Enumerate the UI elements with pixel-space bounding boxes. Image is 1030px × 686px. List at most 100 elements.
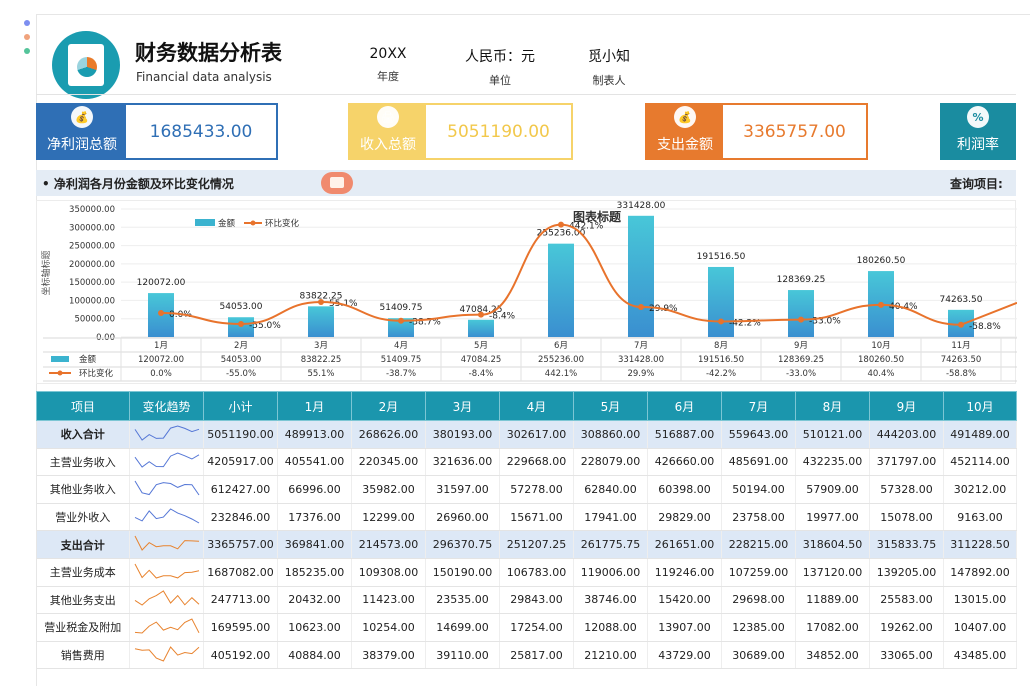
column-header[interactable]: 4月 (499, 391, 574, 421)
month-cell[interactable]: 23758.00 (721, 503, 796, 532)
month-cell[interactable]: 38746.00 (573, 586, 648, 615)
column-header[interactable]: 3月 (425, 391, 500, 421)
month-cell[interactable]: 485691.00 (721, 448, 796, 477)
month-cell[interactable]: 57909.00 (795, 475, 870, 504)
month-cell[interactable]: 20432.00 (277, 586, 352, 615)
month-cell[interactable]: 315833.75 (869, 530, 944, 559)
month-cell[interactable]: 444203.00 (869, 420, 944, 449)
month-cell[interactable]: 57278.00 (499, 475, 574, 504)
subtotal-cell[interactable]: 232846.00 (203, 503, 278, 532)
month-cell[interactable]: 12088.00 (573, 613, 648, 642)
month-cell[interactable]: 405541.00 (277, 448, 352, 477)
month-cell[interactable]: 62840.00 (573, 475, 648, 504)
query-label[interactable]: 查询项目: (950, 177, 1003, 191)
month-cell[interactable]: 139205.00 (869, 558, 944, 587)
column-header[interactable]: 2月 (351, 391, 426, 421)
row-label[interactable]: 支出合计 (36, 530, 130, 559)
month-cell[interactable]: 261775.75 (573, 530, 648, 559)
month-cell[interactable]: 302617.00 (499, 420, 574, 449)
subtotal-cell[interactable]: 1687082.00 (203, 558, 278, 587)
month-cell[interactable]: 251207.25 (499, 530, 574, 559)
month-cell[interactable]: 13907.00 (647, 613, 722, 642)
month-cell[interactable]: 29829.00 (647, 503, 722, 532)
row-label[interactable]: 主营业务成本 (36, 558, 130, 587)
month-cell[interactable]: 296370.75 (425, 530, 500, 559)
month-cell[interactable]: 38379.00 (351, 641, 426, 670)
month-cell[interactable]: 119246.00 (647, 558, 722, 587)
month-cell[interactable]: 109308.00 (351, 558, 426, 587)
month-cell[interactable]: 57328.00 (869, 475, 944, 504)
subtotal-cell[interactable]: 612427.00 (203, 475, 278, 504)
month-cell[interactable]: 10254.00 (351, 613, 426, 642)
column-header[interactable]: 7月 (721, 391, 796, 421)
month-cell[interactable]: 60398.00 (647, 475, 722, 504)
month-cell[interactable]: 369841.00 (277, 530, 352, 559)
month-cell[interactable]: 15078.00 (869, 503, 944, 532)
month-cell[interactable]: 185235.00 (277, 558, 352, 587)
meta-author-value[interactable]: 觅小知 (588, 49, 630, 65)
column-header[interactable]: 10月 (943, 391, 1017, 421)
month-cell[interactable]: 107259.00 (721, 558, 796, 587)
month-cell[interactable]: 35982.00 (351, 475, 426, 504)
subtotal-cell[interactable]: 405192.00 (203, 641, 278, 670)
month-cell[interactable]: 489913.00 (277, 420, 352, 449)
month-cell[interactable]: 321636.00 (425, 448, 500, 477)
meta-year-value[interactable]: 20XX (369, 46, 407, 62)
month-cell[interactable]: 426660.00 (647, 448, 722, 477)
month-cell[interactable]: 43729.00 (647, 641, 722, 670)
month-cell[interactable]: 40884.00 (277, 641, 352, 670)
row-label[interactable]: 销售费用 (36, 641, 130, 670)
month-cell[interactable]: 12299.00 (351, 503, 426, 532)
column-header[interactable]: 5月 (573, 391, 648, 421)
column-header[interactable]: 1月 (277, 391, 352, 421)
month-cell[interactable]: 21210.00 (573, 641, 648, 670)
column-header[interactable]: 项目 (36, 391, 130, 421)
month-cell[interactable]: 106783.00 (499, 558, 574, 587)
month-cell[interactable]: 13015.00 (943, 586, 1017, 615)
month-cell[interactable]: 26960.00 (425, 503, 500, 532)
meta-currency-value[interactable]: 人民币：元 (465, 49, 535, 65)
month-cell[interactable]: 25583.00 (869, 586, 944, 615)
subtotal-cell[interactable]: 169595.00 (203, 613, 278, 642)
month-cell[interactable]: 214573.00 (351, 530, 426, 559)
month-cell[interactable]: 17082.00 (795, 613, 870, 642)
month-cell[interactable]: 11423.00 (351, 586, 426, 615)
subtotal-cell[interactable]: 4205917.00 (203, 448, 278, 477)
month-cell[interactable]: 380193.00 (425, 420, 500, 449)
column-header[interactable]: 9月 (869, 391, 944, 421)
month-cell[interactable]: 261651.00 (647, 530, 722, 559)
month-cell[interactable]: 9163.00 (943, 503, 1017, 532)
month-cell[interactable]: 19977.00 (795, 503, 870, 532)
row-label[interactable]: 收入合计 (36, 420, 130, 449)
month-cell[interactable]: 15420.00 (647, 586, 722, 615)
month-cell[interactable]: 25817.00 (499, 641, 574, 670)
month-cell[interactable]: 33065.00 (869, 641, 944, 670)
month-cell[interactable]: 39110.00 (425, 641, 500, 670)
month-cell[interactable]: 31597.00 (425, 475, 500, 504)
month-cell[interactable]: 559643.00 (721, 420, 796, 449)
month-cell[interactable]: 311228.50 (943, 530, 1017, 559)
month-cell[interactable]: 17941.00 (573, 503, 648, 532)
month-cell[interactable]: 220345.00 (351, 448, 426, 477)
column-header[interactable]: 8月 (795, 391, 870, 421)
month-cell[interactable]: 17376.00 (277, 503, 352, 532)
month-cell[interactable]: 66996.00 (277, 475, 352, 504)
row-label[interactable]: 其他业务支出 (36, 586, 130, 615)
month-cell[interactable]: 50194.00 (721, 475, 796, 504)
month-cell[interactable]: 30689.00 (721, 641, 796, 670)
month-cell[interactable]: 516887.00 (647, 420, 722, 449)
kpi-income[interactable]: 🖨 收入总额 5051190.00 (348, 103, 573, 160)
month-cell[interactable]: 150190.00 (425, 558, 500, 587)
month-cell[interactable]: 29843.00 (499, 586, 574, 615)
kpi-profit-rate[interactable]: % 利润率 (940, 103, 1016, 160)
chart-icon[interactable] (321, 172, 353, 194)
month-cell[interactable]: 34852.00 (795, 641, 870, 670)
month-cell[interactable]: 119006.00 (573, 558, 648, 587)
month-cell[interactable]: 10623.00 (277, 613, 352, 642)
month-cell[interactable]: 268626.00 (351, 420, 426, 449)
month-cell[interactable]: 229668.00 (499, 448, 574, 477)
month-cell[interactable]: 510121.00 (795, 420, 870, 449)
row-label[interactable]: 营业税金及附加 (36, 613, 130, 642)
month-cell[interactable]: 10407.00 (943, 613, 1017, 642)
month-cell[interactable]: 29698.00 (721, 586, 796, 615)
